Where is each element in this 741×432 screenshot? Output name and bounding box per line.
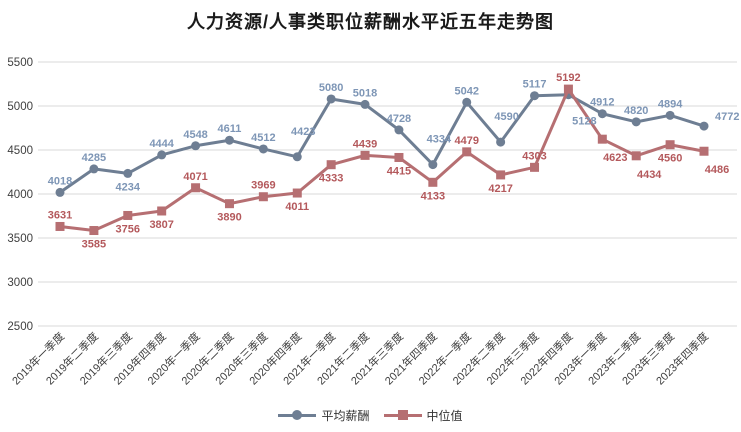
- avg-data-label: 4772: [715, 111, 739, 123]
- median-data-point: [55, 221, 65, 231]
- median-data-label: 5192: [556, 72, 580, 84]
- avg-data-point: [496, 137, 506, 147]
- median-data-label: 4333: [319, 173, 343, 185]
- avg-data-point: [631, 117, 641, 127]
- median-data-label: 3585: [82, 239, 106, 251]
- median-data-label: 4479: [454, 135, 478, 147]
- median-data-point: [89, 226, 99, 236]
- avg-data-point: [360, 99, 370, 109]
- median-data-label: 4011: [285, 201, 309, 213]
- avg-data-point: [224, 135, 234, 145]
- avg-data-label: 4894: [658, 98, 683, 110]
- avg-data-point: [665, 110, 675, 120]
- median-data-label: 4486: [705, 164, 729, 176]
- y-axis-tick-label: 2500: [7, 321, 33, 333]
- avg-data-label: 4423: [291, 126, 315, 138]
- median-data-label: 4623: [603, 152, 627, 164]
- median-data-label: 3756: [116, 223, 140, 235]
- median-data-point: [191, 183, 201, 193]
- avg-data-label: 4444: [149, 138, 174, 150]
- legend-item-median: 中位值: [383, 407, 463, 424]
- median-data-point: [462, 147, 472, 157]
- median-data-point: [530, 162, 540, 172]
- median-data-label: 4133: [421, 190, 445, 202]
- avg-data-label: 4820: [624, 105, 648, 117]
- avg-data-point: [597, 109, 607, 119]
- avg-data-label: 4334: [427, 134, 452, 146]
- avg-data-point: [326, 94, 336, 104]
- avg-data-label: 4285: [82, 152, 106, 164]
- chart-legend: 平均薪酬 中位值: [0, 402, 741, 428]
- avg-data-label: 4018: [48, 175, 72, 187]
- median-data-point: [563, 84, 573, 94]
- avg-data-label: 5117: [523, 79, 547, 91]
- median-series-marker-icon: [383, 410, 422, 420]
- median-series-line: [58, 87, 706, 233]
- median-data-point: [394, 152, 404, 162]
- avg-data-point: [394, 125, 404, 135]
- median-data-label: 4415: [387, 165, 411, 177]
- avg-data-point: [123, 168, 133, 178]
- avg-data-point: [462, 97, 472, 107]
- median-data-point: [631, 151, 641, 161]
- legend-label-average: 平均薪酬: [321, 408, 370, 423]
- median-data-point: [224, 199, 234, 209]
- avg-data-label: 5080: [319, 82, 343, 94]
- median-data-point: [258, 192, 268, 202]
- avg-data-label: 4590: [494, 111, 518, 123]
- median-data-point: [326, 160, 336, 170]
- avg-data-label: 4912: [590, 97, 614, 109]
- median-data-label: 3969: [251, 180, 275, 192]
- avg-data-label: 5018: [353, 87, 377, 99]
- median-data-label: 3631: [48, 209, 72, 221]
- y-axis-tick-label: 4500: [7, 145, 33, 157]
- median-data-point: [360, 150, 370, 160]
- median-data-label: 4560: [658, 153, 682, 165]
- avg-data-point: [292, 152, 302, 162]
- median-data-label: 4071: [183, 171, 207, 183]
- median-data-label: 4439: [353, 138, 377, 150]
- avg-data-point: [530, 91, 540, 101]
- median-data-point: [123, 210, 133, 220]
- avg-data-label: 4548: [183, 129, 207, 141]
- avg-data-point: [157, 150, 167, 160]
- avg-data-point: [258, 144, 268, 154]
- avg-data-label: 4611: [218, 123, 242, 135]
- chart-title: 人力资源/人事类职位薪酬水平近五年走势图: [187, 12, 554, 32]
- avg-data-label: 4728: [387, 113, 411, 125]
- legend-item-average: 平均薪酬: [278, 407, 370, 424]
- salary-trend-chart: 55005000450040003500300025002019年一季度2019…: [7, 57, 739, 388]
- median-data-label: 3807: [149, 219, 173, 231]
- median-data-point: [699, 146, 709, 156]
- y-axis-tick-label: 5000: [7, 101, 33, 113]
- avg-data-label: 4512: [251, 132, 275, 144]
- y-axis-tick-label: 5500: [7, 57, 33, 69]
- avg-data-label: 5042: [454, 85, 478, 97]
- avg-data-label: 4234: [116, 181, 141, 193]
- average-series-marker-icon: [278, 410, 317, 420]
- median-data-label: 3890: [217, 212, 241, 224]
- avg-series-line: [58, 93, 706, 194]
- avg-data-point: [89, 164, 99, 174]
- median-data-point: [665, 140, 675, 150]
- median-data-label: 4217: [488, 183, 512, 195]
- median-data-label: 4303: [522, 150, 546, 162]
- avg-data-point: [191, 141, 201, 151]
- avg-data-point: [428, 160, 438, 170]
- y-axis-tick-label: 4000: [7, 189, 33, 201]
- median-data-point: [292, 188, 302, 198]
- median-data-label: 4434: [637, 169, 662, 181]
- y-axis-tick-label: 3000: [7, 277, 33, 289]
- median-data-point: [428, 177, 438, 187]
- avg-data-point: [55, 187, 65, 197]
- avg-data-label: 5128: [572, 116, 596, 128]
- legend-label-median: 中位值: [426, 408, 463, 423]
- median-data-point: [496, 170, 506, 180]
- median-data-point: [157, 206, 167, 216]
- y-axis-tick-label: 3500: [7, 233, 33, 245]
- median-data-point: [597, 134, 607, 144]
- avg-data-point: [699, 121, 709, 131]
